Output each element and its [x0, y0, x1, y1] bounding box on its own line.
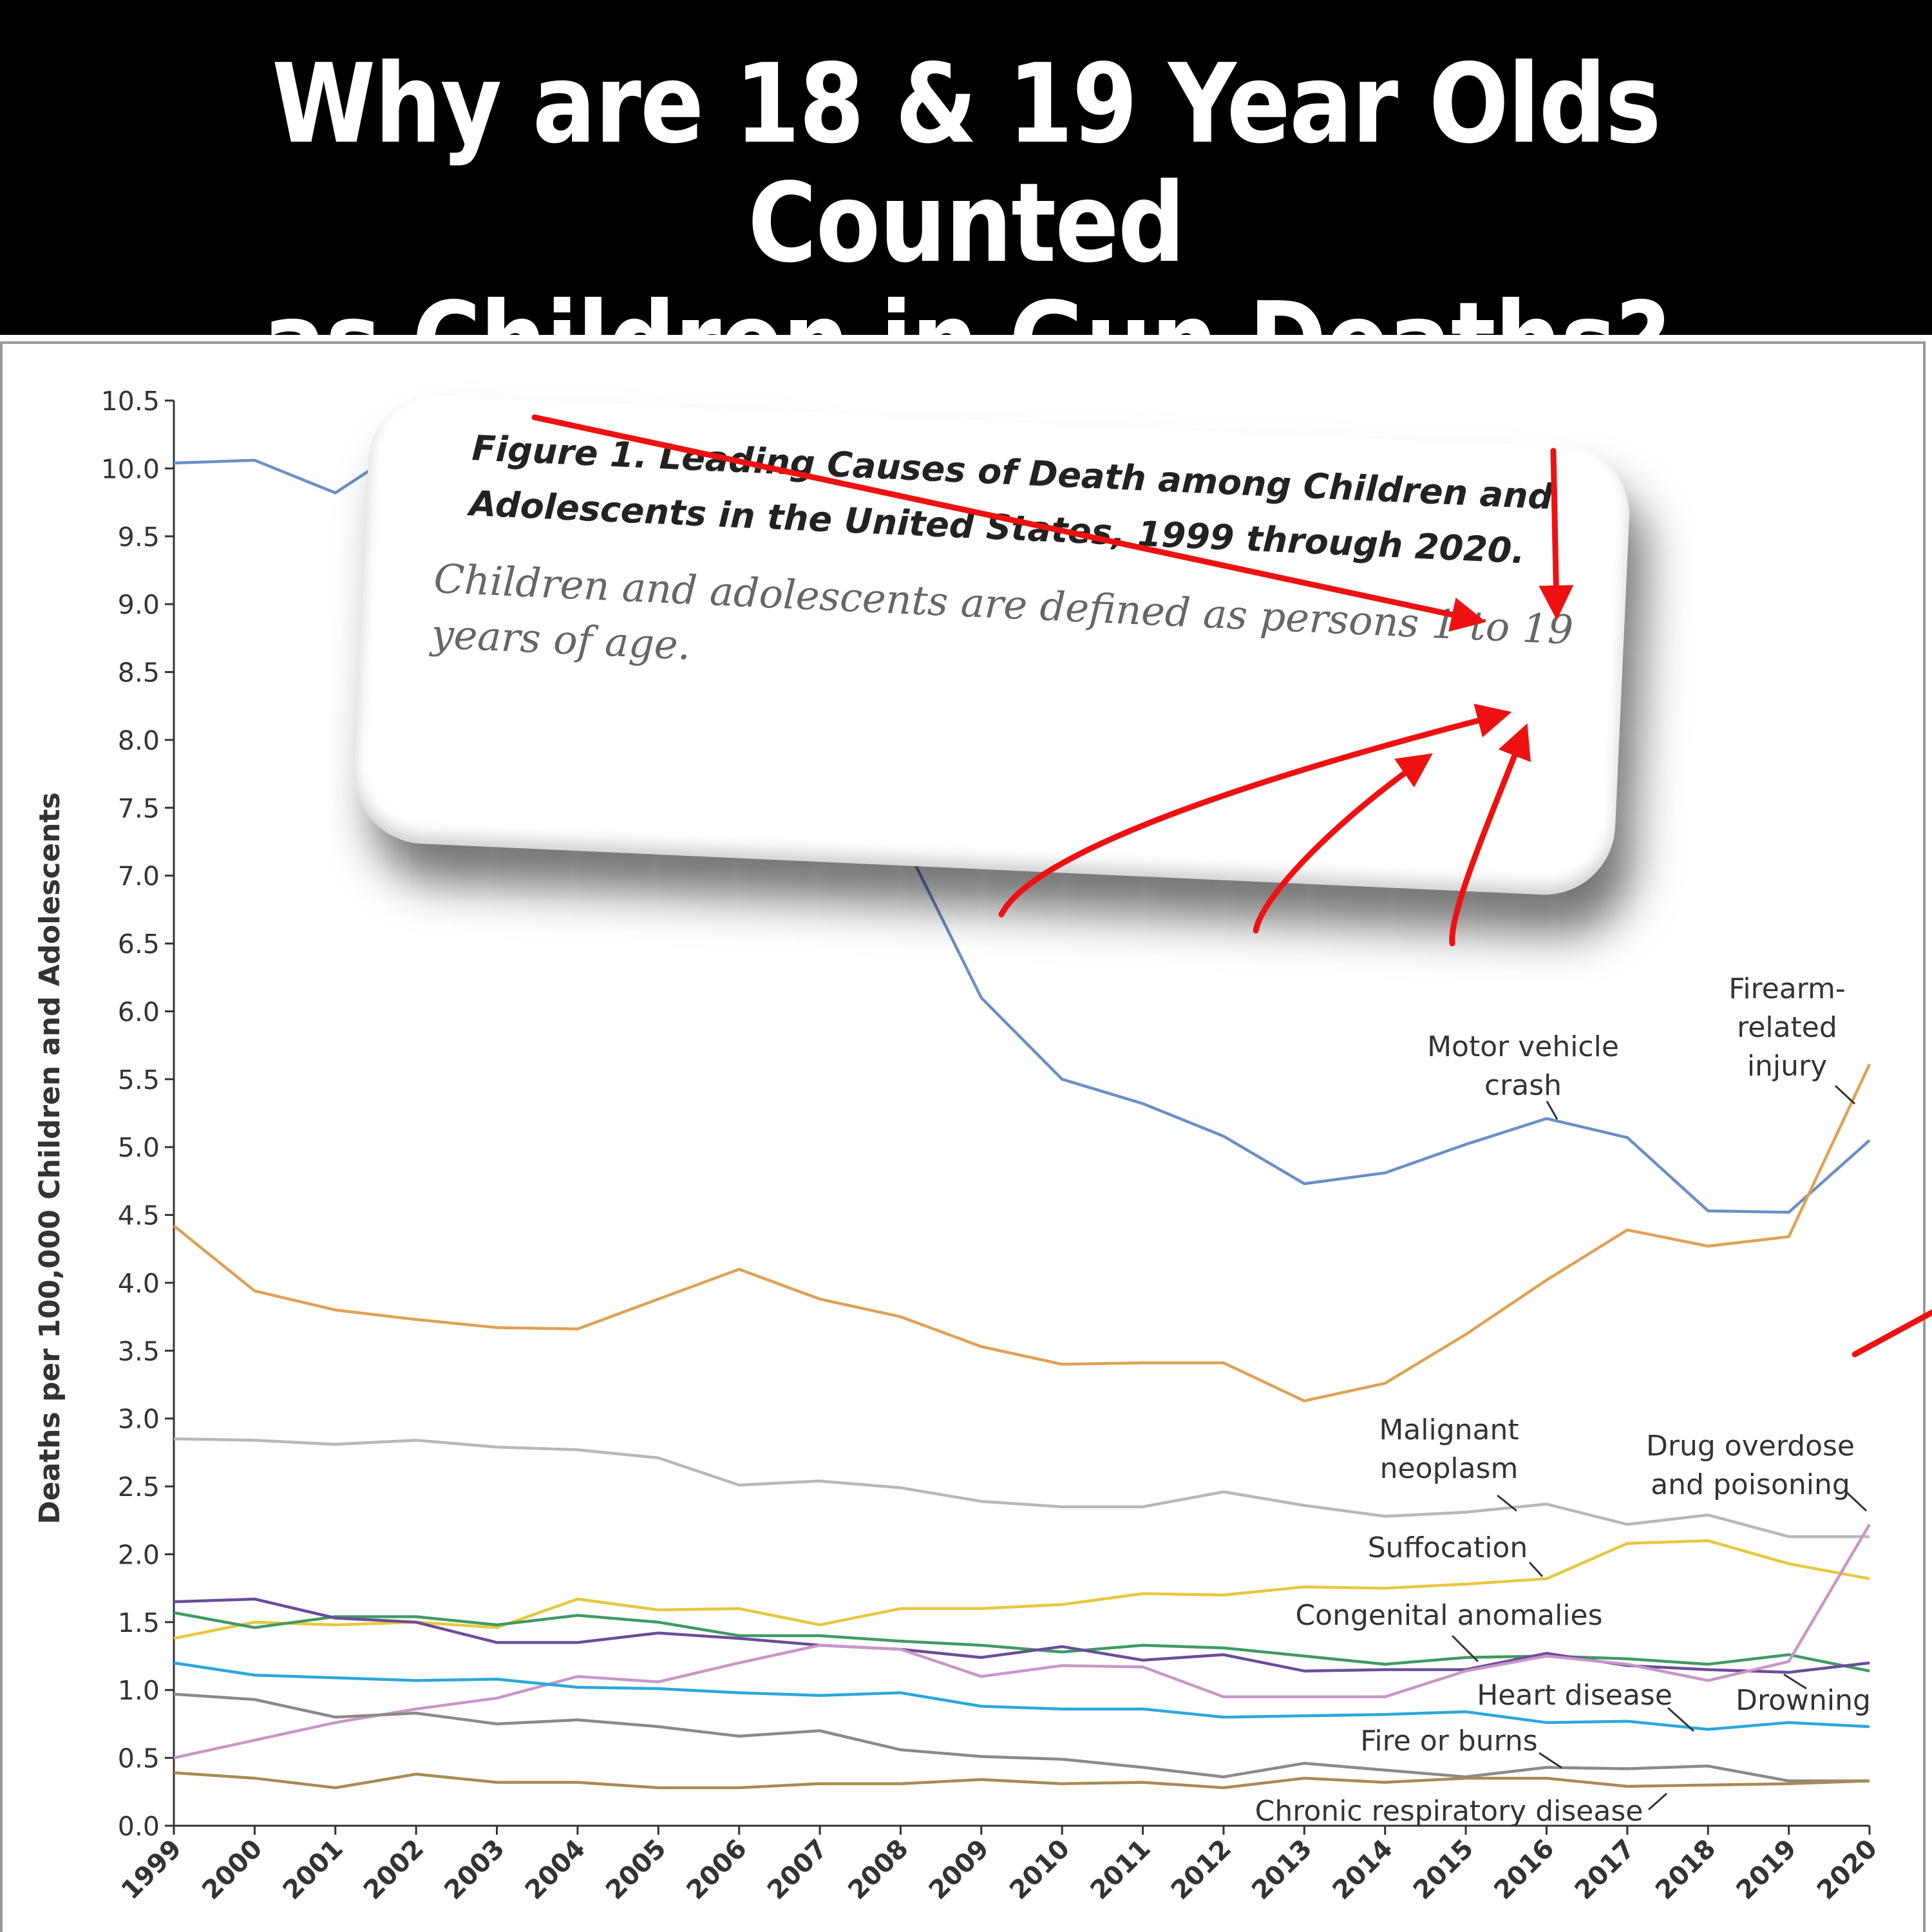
x-tick-label: 2012 [1166, 1834, 1237, 1906]
y-tick-label: 4.5 [118, 1200, 160, 1231]
annotation-label: Chronic respiratory disease [1255, 1795, 1643, 1828]
y-tick-label: 1.5 [118, 1607, 160, 1638]
annotation-label-line: Suffocation [1368, 1531, 1528, 1564]
annotation-leader [1783, 1673, 1807, 1690]
y-tick-label: 10.0 [101, 453, 160, 484]
annotation-label: Drug overdose and poisoning [1646, 1430, 1855, 1501]
x-tick-label: 2019 [1730, 1834, 1802, 1906]
x-tick-label: 2004 [520, 1834, 591, 1906]
y-tick-label: 2.0 [118, 1539, 160, 1570]
y-axis-label: Deaths per 100,000 Children and Adolesce… [33, 792, 66, 1524]
annotation-label-line: and poisoning [1651, 1468, 1850, 1501]
chart-frame [0, 341, 1926, 1932]
x-tick-label: 1999 [116, 1834, 187, 1906]
x-tick-label: 2005 [600, 1834, 672, 1906]
x-tick-label: 2011 [1084, 1834, 1156, 1906]
annotation-label: Firearm-related injury [1728, 972, 1846, 1083]
annotation-label-line: Firearm- [1728, 972, 1846, 1005]
series-line-3 [173, 1539, 1870, 1640]
x-tick-label: 2018 [1650, 1834, 1721, 1906]
annotation-label-line: Chronic respiratory disease [1255, 1795, 1643, 1828]
y-tick-label: 3.5 [118, 1336, 160, 1367]
series-line-1 [173, 1063, 1871, 1403]
annotation-label-line: Motor vehicle [1427, 1030, 1619, 1063]
annotation-label-line: Congenital anomalies [1295, 1599, 1602, 1632]
annotation-leader [1546, 1101, 1558, 1120]
y-tick-label: 9.0 [118, 589, 160, 620]
series-line-7 [173, 1661, 1870, 1731]
series-line-8 [173, 1692, 1870, 1783]
annotation-label: Suffocation [1368, 1531, 1528, 1564]
y-tick-label: 0.0 [118, 1811, 160, 1842]
y-tick-label: 7.5 [118, 793, 160, 824]
y-tick-label: 1.0 [118, 1675, 160, 1706]
series-line-4 [173, 1611, 1870, 1672]
x-tick-label: 2008 [842, 1834, 914, 1906]
series-line-6 [173, 1523, 1871, 1759]
annotation-label: Malignant neoplasm [1379, 1414, 1519, 1485]
y-tick-label: 0.5 [118, 1743, 160, 1774]
annotation-label-line: Malignant [1379, 1414, 1519, 1446]
annotation-label-line: Fire or burns [1360, 1725, 1537, 1757]
annotation-leader [1648, 1792, 1667, 1811]
series-line-5 [173, 1597, 1870, 1674]
annotation-label-line: Heart disease [1477, 1679, 1672, 1712]
x-tick-label: 2001 [278, 1834, 349, 1906]
x-tick-label: 2015 [1408, 1834, 1479, 1906]
x-tick-label: 2006 [681, 1834, 752, 1906]
annotation-leader [1834, 1084, 1856, 1105]
banner-title: Why are 18 & 19 Year Olds Counted as Chi… [135, 45, 1797, 402]
x-tick-label: 2009 [923, 1834, 995, 1906]
annotation-leader [1539, 1752, 1562, 1769]
x-tick-label: 2000 [196, 1834, 268, 1906]
y-tick-label: 3.0 [118, 1404, 160, 1435]
x-tick-label: 2020 [1812, 1834, 1883, 1906]
annotation-leader [1497, 1494, 1517, 1512]
chart-series [173, 438, 1871, 1790]
y-tick-label: 2.5 [118, 1472, 160, 1502]
annotation-label-line: Drowning [1736, 1684, 1871, 1717]
annotation-leader [1528, 1561, 1544, 1578]
chart-annotations: Motor vehicle crash Firearm-related injury M… [1255, 972, 1871, 1828]
x-tick-label: 2003 [439, 1834, 510, 1906]
annotation-label: Drowning [1736, 1684, 1871, 1717]
annotation-label-line: neoplasm [1380, 1452, 1519, 1485]
annotation-label-line: crash [1484, 1069, 1562, 1102]
annotation-leader [1667, 1707, 1695, 1732]
annotation-leader [1844, 1490, 1868, 1512]
x-tick-label: 2016 [1488, 1834, 1560, 1906]
annotation-label-line: Drug overdose [1646, 1430, 1855, 1463]
y-tick-label: 8.5 [118, 658, 160, 688]
series-line-2 [173, 1437, 1870, 1539]
caption-card: Figure 1. Leading Causes of Death among … [351, 390, 1633, 898]
title-banner: Why are 18 & 19 Year Olds Counted as Chi… [0, 0, 1932, 402]
x-tick-label: 2002 [358, 1834, 430, 1906]
annotation-label: Heart disease [1477, 1679, 1672, 1712]
annotation-label: Congenital anomalies [1295, 1599, 1602, 1632]
caption-title: Figure 1. Leading Causes of Death among … [468, 428, 1554, 572]
y-tick-label: 5.5 [118, 1065, 160, 1095]
y-tick-label: 6.0 [118, 996, 160, 1027]
annotation-label-line: related [1737, 1011, 1837, 1044]
caption-body: Children and adolescents are defined as … [430, 554, 1575, 669]
annotation-label: Motor vehicle crash [1427, 1030, 1619, 1102]
y-tick-label: 4.0 [118, 1268, 160, 1299]
annotation-label-line: injury [1747, 1050, 1827, 1083]
annotation-leader [1451, 1634, 1479, 1663]
x-tick-label: 2014 [1327, 1834, 1399, 1906]
x-tick-label: 2007 [762, 1834, 833, 1906]
y-tick-label: 10.5 [101, 386, 160, 417]
y-tick-label: 7.0 [118, 861, 160, 892]
y-tick-label: 6.5 [118, 929, 160, 960]
y-tick-label: 8.0 [118, 725, 160, 756]
annotation-label: Fire or burns [1360, 1725, 1537, 1757]
series-line-9 [173, 1771, 1870, 1790]
y-tick-label: 5.0 [118, 1132, 160, 1163]
x-tick-label: 2010 [1004, 1834, 1075, 1906]
x-tick-label: 2013 [1246, 1834, 1318, 1906]
x-tick-label: 2017 [1569, 1834, 1641, 1906]
y-tick-label: 9.5 [118, 522, 160, 553]
banner-title-line1: Why are 18 & 19 Year Olds Counted [272, 41, 1662, 287]
